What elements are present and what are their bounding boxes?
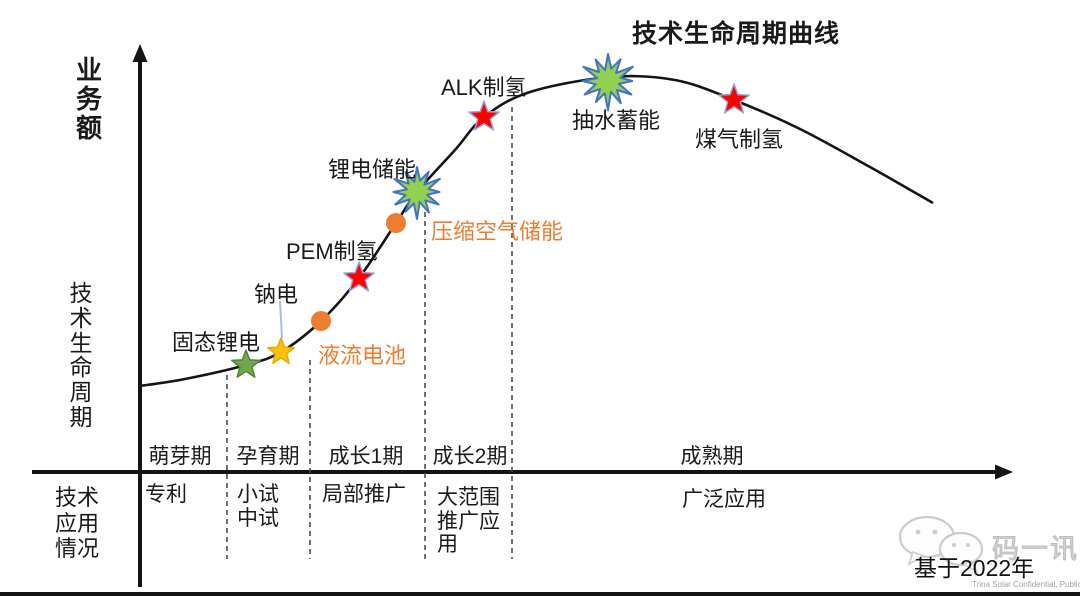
star-marker <box>266 337 296 365</box>
wechat-watermark-icon <box>898 515 984 573</box>
application-row-label: 技术 应用 情况 <box>54 485 99 562</box>
x-axis-category-label: 技术生命周期 <box>69 280 93 431</box>
star-marker <box>468 100 500 131</box>
lifecycle-curve <box>139 74 934 388</box>
circle-marker <box>386 213 406 233</box>
based-on-year-label: 基于2022年 <box>914 555 1035 581</box>
leader-line <box>279 300 283 339</box>
circle-marker <box>311 311 331 331</box>
technology-markers <box>230 53 750 378</box>
burst-marker <box>581 53 634 112</box>
burst-marker <box>392 166 441 220</box>
star-marker <box>343 261 375 292</box>
y-axis-arrow-icon <box>132 44 148 62</box>
label-leader-lines <box>279 300 283 339</box>
confidential-note: Trina Solar Confidential, Public <box>972 580 1080 589</box>
watermark-text: 码一讯 <box>992 534 1079 565</box>
x-axis-arrow-icon <box>995 464 1013 480</box>
slide-bottom-border <box>0 592 1080 596</box>
star-marker <box>230 349 262 378</box>
star-marker <box>718 83 750 114</box>
chart-title: 技术生命周期曲线 <box>632 20 841 48</box>
phase-separators <box>226 107 513 559</box>
y-axis-label: 业务额 <box>75 55 102 144</box>
